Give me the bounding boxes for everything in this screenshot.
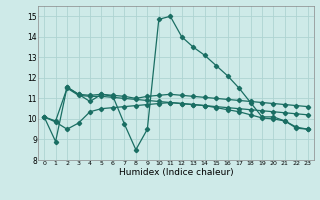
X-axis label: Humidex (Indice chaleur): Humidex (Indice chaleur) bbox=[119, 168, 233, 177]
